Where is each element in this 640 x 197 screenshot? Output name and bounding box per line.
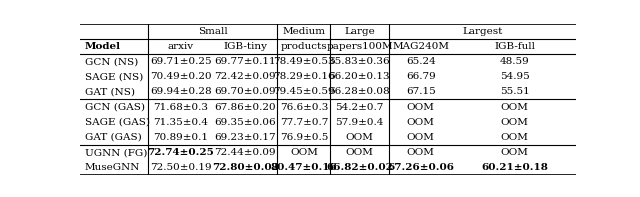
- Text: 78.49±0.53: 78.49±0.53: [273, 57, 335, 66]
- Text: OOM: OOM: [407, 118, 435, 127]
- Text: 72.80±0.02: 72.80±0.02: [212, 163, 278, 172]
- Text: 76.9±0.5: 76.9±0.5: [280, 133, 328, 142]
- Text: OOM: OOM: [290, 148, 318, 157]
- Text: OOM: OOM: [500, 148, 529, 157]
- Text: 66.20±0.13: 66.20±0.13: [329, 72, 390, 81]
- Text: Small: Small: [198, 27, 228, 36]
- Text: 69.71±0.25: 69.71±0.25: [150, 57, 211, 66]
- Text: 55.51: 55.51: [500, 87, 529, 96]
- Text: SAGE (NS): SAGE (NS): [85, 72, 143, 81]
- Text: OOM: OOM: [346, 133, 373, 142]
- Text: 67.15: 67.15: [406, 87, 436, 96]
- Text: OOM: OOM: [407, 148, 435, 157]
- Text: 67.86±0.20: 67.86±0.20: [214, 103, 276, 112]
- Text: 70.49±0.20: 70.49±0.20: [150, 72, 211, 81]
- Text: 54.2±0.7: 54.2±0.7: [335, 103, 384, 112]
- Text: SAGE (GAS): SAGE (GAS): [85, 118, 150, 127]
- Text: OOM: OOM: [500, 118, 529, 127]
- Text: 78.29±0.16: 78.29±0.16: [273, 72, 335, 81]
- Text: GCN (GAS): GCN (GAS): [85, 103, 145, 112]
- Text: OOM: OOM: [407, 133, 435, 142]
- Text: OOM: OOM: [500, 133, 529, 142]
- Text: GCN (NS): GCN (NS): [85, 57, 138, 66]
- Text: 76.6±0.3: 76.6±0.3: [280, 103, 328, 112]
- Text: 77.7±0.7: 77.7±0.7: [280, 118, 328, 127]
- Text: 72.74±0.25: 72.74±0.25: [147, 148, 214, 157]
- Text: 66.79: 66.79: [406, 72, 436, 81]
- Text: GAT (NS): GAT (NS): [85, 87, 135, 96]
- Text: IGB-full: IGB-full: [494, 42, 535, 51]
- Text: Largest: Largest: [462, 27, 502, 36]
- Text: 71.68±0.3: 71.68±0.3: [153, 103, 208, 112]
- Text: 60.21±0.18: 60.21±0.18: [481, 163, 548, 172]
- Text: 70.89±0.1: 70.89±0.1: [153, 133, 208, 142]
- Text: UGNN (FG): UGNN (FG): [85, 148, 147, 157]
- Text: Medium: Medium: [282, 27, 326, 36]
- Text: IGB-tiny: IGB-tiny: [223, 42, 267, 51]
- Text: 69.23±0.17: 69.23±0.17: [214, 133, 276, 142]
- Text: OOM: OOM: [346, 148, 373, 157]
- Text: 65.24: 65.24: [406, 57, 436, 66]
- Text: 80.47±0.16: 80.47±0.16: [271, 163, 337, 172]
- Text: 72.50±0.19: 72.50±0.19: [150, 163, 211, 172]
- Text: 67.26±0.06: 67.26±0.06: [387, 163, 454, 172]
- Text: 48.59: 48.59: [500, 57, 529, 66]
- Text: arxiv: arxiv: [168, 42, 194, 51]
- Text: 69.94±0.28: 69.94±0.28: [150, 87, 211, 96]
- Text: 69.70±0.09: 69.70±0.09: [214, 87, 276, 96]
- Text: 66.82±0.02: 66.82±0.02: [326, 163, 393, 172]
- Text: 65.83±0.36: 65.83±0.36: [329, 57, 390, 66]
- Text: OOM: OOM: [500, 103, 529, 112]
- Text: MuseGNN: MuseGNN: [85, 163, 140, 172]
- Text: Large: Large: [344, 27, 375, 36]
- Text: 72.44±0.09: 72.44±0.09: [214, 148, 276, 157]
- Text: 71.35±0.4: 71.35±0.4: [153, 118, 208, 127]
- Text: 72.42±0.09: 72.42±0.09: [214, 72, 276, 81]
- Text: products: products: [280, 42, 327, 51]
- Text: 69.35±0.06: 69.35±0.06: [214, 118, 276, 127]
- Text: 57.9±0.4: 57.9±0.4: [335, 118, 384, 127]
- Text: Model: Model: [85, 42, 121, 51]
- Text: 54.95: 54.95: [500, 72, 529, 81]
- Text: papers100M: papers100M: [326, 42, 393, 51]
- Text: MAG240M: MAG240M: [392, 42, 449, 51]
- Text: 79.45±0.59: 79.45±0.59: [273, 87, 335, 96]
- Text: 66.28±0.08: 66.28±0.08: [329, 87, 390, 96]
- Text: OOM: OOM: [407, 103, 435, 112]
- Text: 69.77±0.11: 69.77±0.11: [214, 57, 276, 66]
- Text: GAT (GAS): GAT (GAS): [85, 133, 141, 142]
